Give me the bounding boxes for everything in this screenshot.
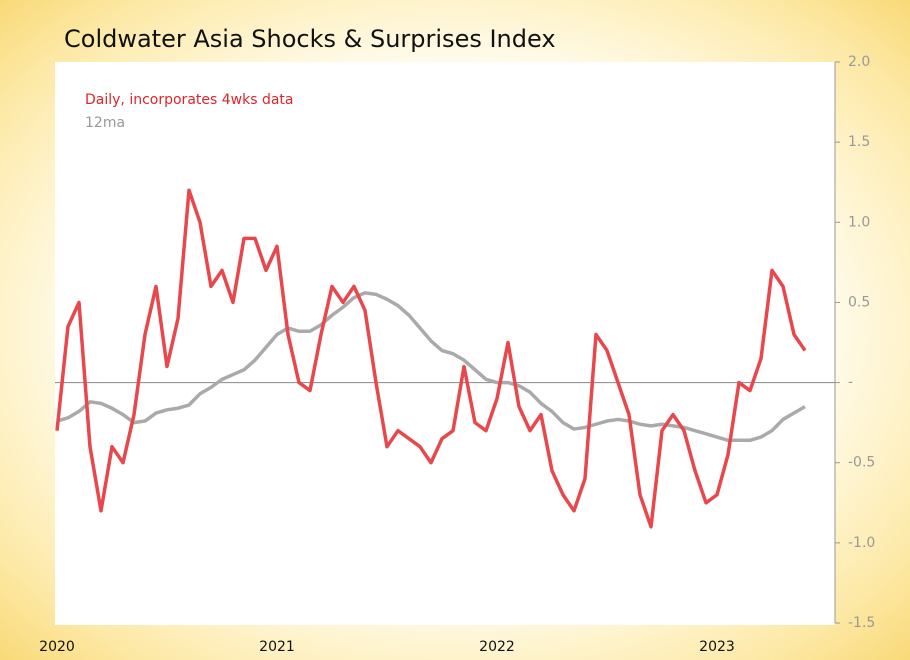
series-line [55, 188, 807, 529]
y-tick-label: -1.0 [848, 535, 875, 551]
x-tick-label: 2020 [39, 639, 75, 655]
y-tick-label: 0.5 [848, 294, 870, 310]
x-tick-label: 2021 [259, 639, 295, 655]
y-tick-label: 2.0 [848, 54, 870, 70]
legend-label: Daily, incorporates 4wks data [85, 92, 293, 108]
y-tick-label: 1.0 [848, 214, 870, 230]
y-tick-label: 1.5 [848, 134, 870, 150]
chart-title: Coldwater Asia Shocks & Surprises Index [64, 25, 556, 53]
x-tick-label: 2023 [699, 639, 735, 655]
y-tick-label: - [848, 375, 853, 391]
y-tick-label: -1.5 [848, 615, 875, 631]
legend-label: 12ma [85, 115, 125, 131]
x-tick-label: 2022 [479, 639, 515, 655]
y-tick-label: -0.5 [848, 455, 875, 471]
plot-area [55, 62, 835, 625]
